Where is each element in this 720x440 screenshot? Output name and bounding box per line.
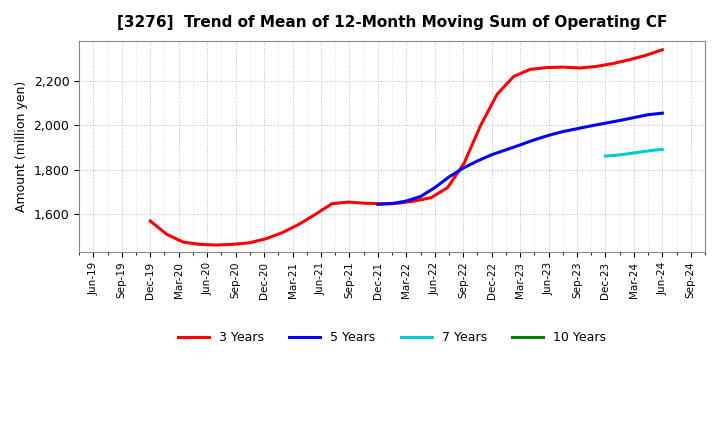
3 Years <box>377 201 386 206</box>
7 Years <box>601 154 610 159</box>
3 Years <box>509 74 518 79</box>
7 Years <box>611 153 619 158</box>
5 Years <box>616 118 624 123</box>
7 Years <box>639 149 648 154</box>
5 Years <box>544 133 553 138</box>
5 Years <box>388 201 397 206</box>
3 Years <box>146 218 155 224</box>
5 Years <box>572 126 581 132</box>
7 Years <box>629 150 638 156</box>
Legend: 3 Years, 5 Years, 7 Years, 10 Years: 3 Years, 5 Years, 7 Years, 10 Years <box>173 326 611 349</box>
5 Years <box>530 137 539 143</box>
3 Years <box>278 230 287 235</box>
Y-axis label: Amount (million yen): Amount (million yen) <box>15 81 28 212</box>
5 Years <box>416 194 425 199</box>
7 Years <box>649 148 657 153</box>
3 Years <box>344 199 353 205</box>
3 Years <box>526 67 534 72</box>
3 Years <box>196 242 204 247</box>
5 Years <box>629 115 638 120</box>
5 Years <box>516 142 524 147</box>
3 Years <box>361 201 369 206</box>
3 Years <box>559 65 567 70</box>
5 Years <box>502 147 510 153</box>
3 Years <box>658 47 667 52</box>
5 Years <box>374 202 382 207</box>
3 Years <box>427 195 436 200</box>
3 Years <box>592 64 600 69</box>
3 Years <box>163 232 171 237</box>
7 Years <box>620 152 629 157</box>
Line: 7 Years: 7 Years <box>606 150 662 156</box>
5 Years <box>431 185 439 190</box>
3 Years <box>642 53 650 58</box>
3 Years <box>179 239 188 245</box>
5 Years <box>473 158 482 164</box>
3 Years <box>294 222 303 227</box>
3 Years <box>228 242 237 247</box>
5 Years <box>559 129 567 134</box>
3 Years <box>410 198 419 204</box>
3 Years <box>608 61 617 66</box>
Title: [3276]  Trend of Mean of 12-Month Moving Sum of Operating CF: [3276] Trend of Mean of 12-Month Moving … <box>117 15 667 30</box>
5 Years <box>459 165 467 171</box>
3 Years <box>394 201 402 206</box>
3 Years <box>492 92 501 97</box>
3 Years <box>575 66 584 71</box>
Line: 3 Years: 3 Years <box>150 50 662 245</box>
3 Years <box>311 212 320 217</box>
Line: 5 Years: 5 Years <box>378 113 662 204</box>
5 Years <box>658 110 667 116</box>
7 Years <box>658 147 667 152</box>
3 Years <box>212 242 220 248</box>
3 Years <box>625 57 634 62</box>
5 Years <box>445 174 454 180</box>
3 Years <box>460 161 469 166</box>
5 Years <box>402 198 410 204</box>
5 Years <box>644 112 652 117</box>
3 Years <box>477 123 485 128</box>
5 Years <box>587 123 595 128</box>
5 Years <box>487 152 496 158</box>
5 Years <box>601 121 610 126</box>
3 Years <box>261 236 270 242</box>
3 Years <box>444 185 452 190</box>
3 Years <box>245 240 253 246</box>
3 Years <box>542 65 551 70</box>
3 Years <box>328 201 336 206</box>
